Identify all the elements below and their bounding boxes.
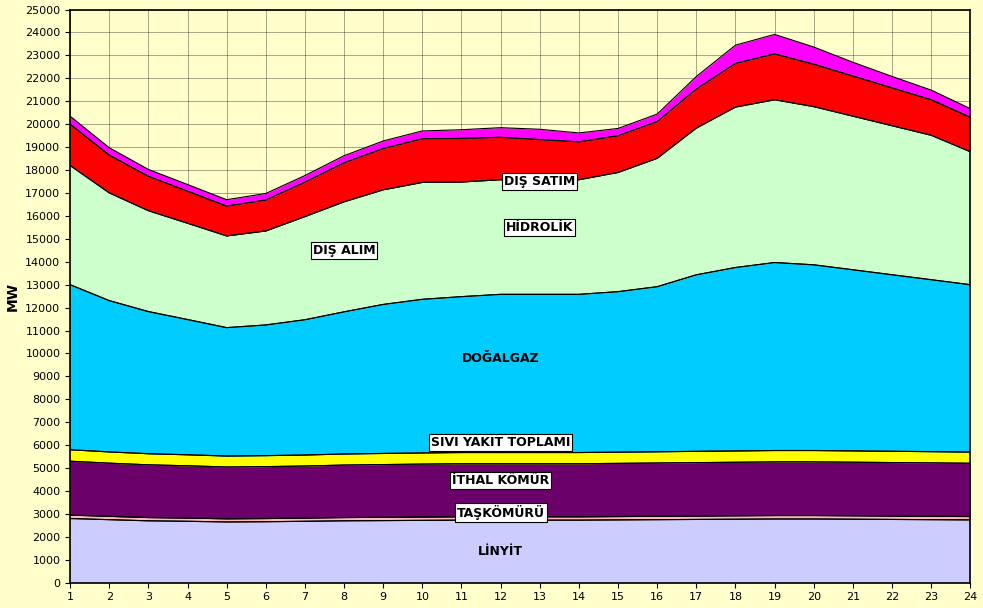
Text: LİNYİT: LİNYİT bbox=[478, 545, 523, 558]
Text: HİDROLİK: HİDROLİK bbox=[506, 221, 573, 234]
Text: TAŞKÖMÜRÜ: TAŞKÖMÜRÜ bbox=[457, 505, 545, 520]
Y-axis label: MW: MW bbox=[6, 282, 20, 311]
Text: SIVI YAKIT TOPLAMI: SIVI YAKIT TOPLAMI bbox=[431, 437, 570, 449]
Text: DIŞ SATIM: DIŞ SATIM bbox=[504, 175, 575, 188]
Text: DIŞ ALIM: DIŞ ALIM bbox=[313, 244, 376, 257]
Text: İTHAL KÖMÜR: İTHAL KÖMÜR bbox=[452, 474, 549, 487]
Text: DOĞALGAZ: DOĞALGAZ bbox=[462, 351, 540, 365]
